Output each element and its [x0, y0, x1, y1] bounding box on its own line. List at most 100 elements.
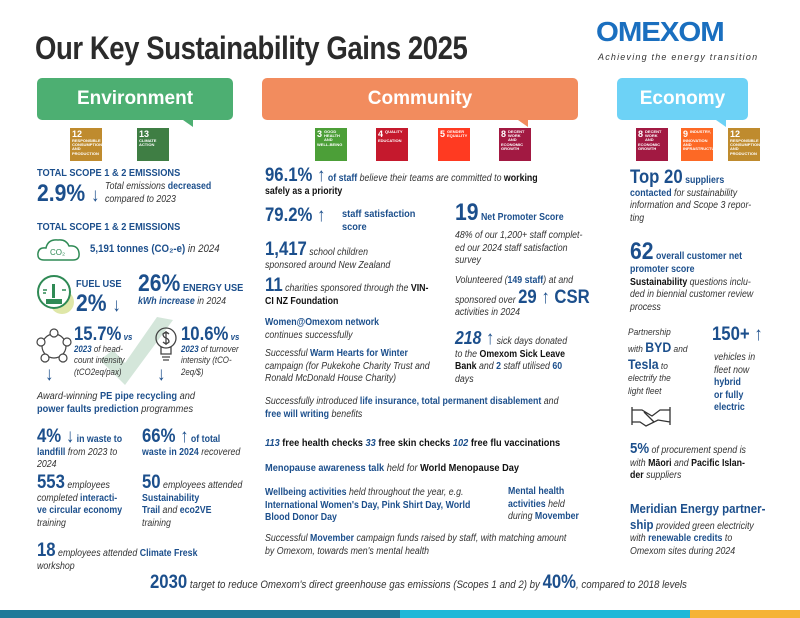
arrow-icon: ↑ — [754, 324, 763, 345]
emissions-decrease-stat: 2.9% ↓ — [37, 182, 103, 206]
sdg-label: QUALITY EDUCATION — [378, 129, 403, 143]
text-segment: free flu vaccinations — [468, 437, 561, 449]
text-segment: suppliers contacted — [630, 175, 725, 199]
text-segment: from 2023 to 2024 — [37, 446, 118, 471]
text-segment: Movember — [310, 533, 355, 544]
text-segment: believe their teams are committed to — [357, 173, 504, 184]
text-segment: to electrify the light fleet — [628, 360, 671, 398]
sustainability-trail-training: 50 employees attended Sustainability Tra… — [142, 473, 258, 530]
section-header-community: Community — [262, 78, 578, 127]
text-segment: 19 — [455, 199, 479, 226]
text-segment: of head- count intensity (tCO2eq/pax) — [74, 344, 125, 377]
section-header-environment: Environment — [37, 78, 233, 127]
text-segment: eco2VE — [179, 505, 212, 516]
text-segment: 102 — [452, 437, 469, 449]
text-segment: Successfully introduced — [265, 396, 360, 407]
award-winning-programmes: Award-winning PE pipe recycling and powe… — [37, 390, 257, 416]
survey-completion: 48% of our 1,200+ staff complet- ed our … — [455, 230, 613, 268]
text-segment: charities sponsored through the — [282, 283, 411, 294]
text-segment: 50 — [142, 472, 161, 493]
text-segment: activities in 2024 — [455, 307, 521, 318]
text-segment: Wellbeing activities — [265, 487, 347, 498]
arrow-icon: ↓ — [112, 294, 121, 316]
sdg-label: RESPONSIBLE CONSUMPTION AND PRODUCTION — [730, 138, 760, 156]
sdg-icon-5: 5 GENDER EQUALITY — [438, 128, 470, 161]
text-segment: held during — [508, 498, 565, 523]
text-segment: ) at and sponsored over — [455, 275, 574, 306]
people-network-icon — [36, 328, 72, 363]
text-segment: 553 — [37, 472, 65, 493]
safety-stat: 96.1% ↑ of staff believe their teams are… — [265, 166, 613, 198]
text-segment: 2% — [76, 289, 113, 317]
text-segment: 60 — [552, 361, 563, 372]
sdg-number: 4 — [378, 129, 384, 139]
text-segment: campaign funds raised by staff, with mat… — [265, 533, 567, 557]
text-segment: Omexom Sick Leave Bank — [455, 348, 566, 373]
text-segment: Tesla — [628, 355, 659, 372]
text-segment: PE pipe recycling — [100, 390, 178, 402]
text-segment: and — [543, 396, 559, 407]
text-segment: benefits — [329, 408, 363, 420]
text-segment: free will writing — [265, 408, 330, 420]
text-segment: training — [142, 517, 171, 529]
text-segment: and — [179, 390, 196, 402]
sdg-label: DECENT WORK AND ECONOMIC GROWTH — [638, 129, 662, 151]
emissions-decrease-text: Total emissions decreased compared to 20… — [105, 181, 255, 206]
text-segment: staff satisfaction score — [342, 208, 416, 234]
text-segment: held for — [384, 462, 421, 474]
text-segment: Successful — [265, 348, 311, 359]
sdg-number: 12 — [730, 129, 741, 139]
text-segment: Māori — [648, 457, 672, 469]
text-segment: of total — [190, 434, 221, 445]
handshake-icon — [631, 407, 671, 427]
text-segment: Warm Hearts for Winter — [310, 348, 408, 359]
text-segment: continues successfully — [265, 329, 353, 341]
text-segment: Partnership with — [628, 327, 671, 355]
text-segment: of procurement spend is with — [630, 445, 746, 469]
text-segment: sick days donated to the — [455, 336, 568, 360]
arrow-icon: ↑ — [317, 205, 326, 226]
text-segment: power faults prediction — [37, 403, 139, 416]
text-segment: 149 staff — [507, 275, 544, 286]
suppliers-stat: Top 20 suppliers contacted for sustainab… — [630, 168, 793, 225]
sdg-icon-8: 8 DECENT WORK AND ECONOMIC GROWTH — [636, 128, 668, 161]
text-segment: 79.2% — [265, 205, 318, 226]
circular-economy-training: 553 employees completed interacti- ve ci… — [37, 473, 136, 530]
text-segment: Volunteered ( — [455, 275, 508, 286]
text-segment: 96.1% — [265, 165, 318, 186]
sdg-icon-8: 8 DECENT WORK AND ECONOMIC GROWTH — [499, 128, 531, 161]
text-segment: and — [160, 505, 180, 516]
byd-tesla-partnership: Partnership with BYD and Tesla to electr… — [628, 327, 707, 399]
page-title: Our Key Sustainability Gains 2025 — [35, 30, 468, 66]
text-segment: questions inclu- ded in biennial custome… — [630, 276, 754, 313]
text-segment: staff utilised — [500, 361, 553, 372]
text-segment: 18 — [37, 540, 56, 561]
checkmark-icon — [100, 317, 173, 385]
text-segment: 5,191 tonnes (CO₂-e) — [90, 243, 188, 255]
co2-cloud-icon: CO₂ — [37, 239, 80, 261]
scope-heading-1: TOTAL SCOPE 1 & 2 EMISSIONS — [37, 167, 248, 181]
satisfaction-stat: 79.2% ↑ — [265, 206, 340, 226]
text-segment: waste in 2024 — [142, 446, 199, 458]
text-segment: employees attended — [163, 480, 243, 491]
text-segment: target to reduce Omexom's direct greenho… — [187, 579, 543, 591]
text-segment: employees completed — [37, 480, 110, 504]
text-segment: vs 2023 — [181, 332, 240, 354]
text-segment: 66% — [142, 426, 181, 447]
satisfaction-label: staff satisfaction score — [342, 208, 448, 234]
arrow-icon: ↓ — [65, 426, 75, 447]
text-segment: suppliers — [643, 470, 682, 481]
sdg-number: 9 — [683, 129, 689, 139]
footer-bar-cyan — [400, 610, 690, 618]
text-segment: , compared to 2018 levels — [576, 579, 687, 591]
fleet-vehicles-stat: 150+ ↑ — [712, 325, 791, 345]
text-segment: 1,417 — [265, 239, 307, 260]
text-segment: 10.6% — [181, 324, 229, 345]
text-segment: Movember — [534, 511, 579, 522]
text-segment: in waste to — [76, 434, 123, 445]
fleet-vehicles-text: vehicles in fleet now hybrid or fully el… — [714, 352, 793, 415]
text-segment: BYD — [645, 338, 672, 355]
csr-volunteering: Volunteered (149 staff) at and sponsored… — [455, 275, 613, 320]
text-segment: 2.9% — [37, 180, 92, 207]
